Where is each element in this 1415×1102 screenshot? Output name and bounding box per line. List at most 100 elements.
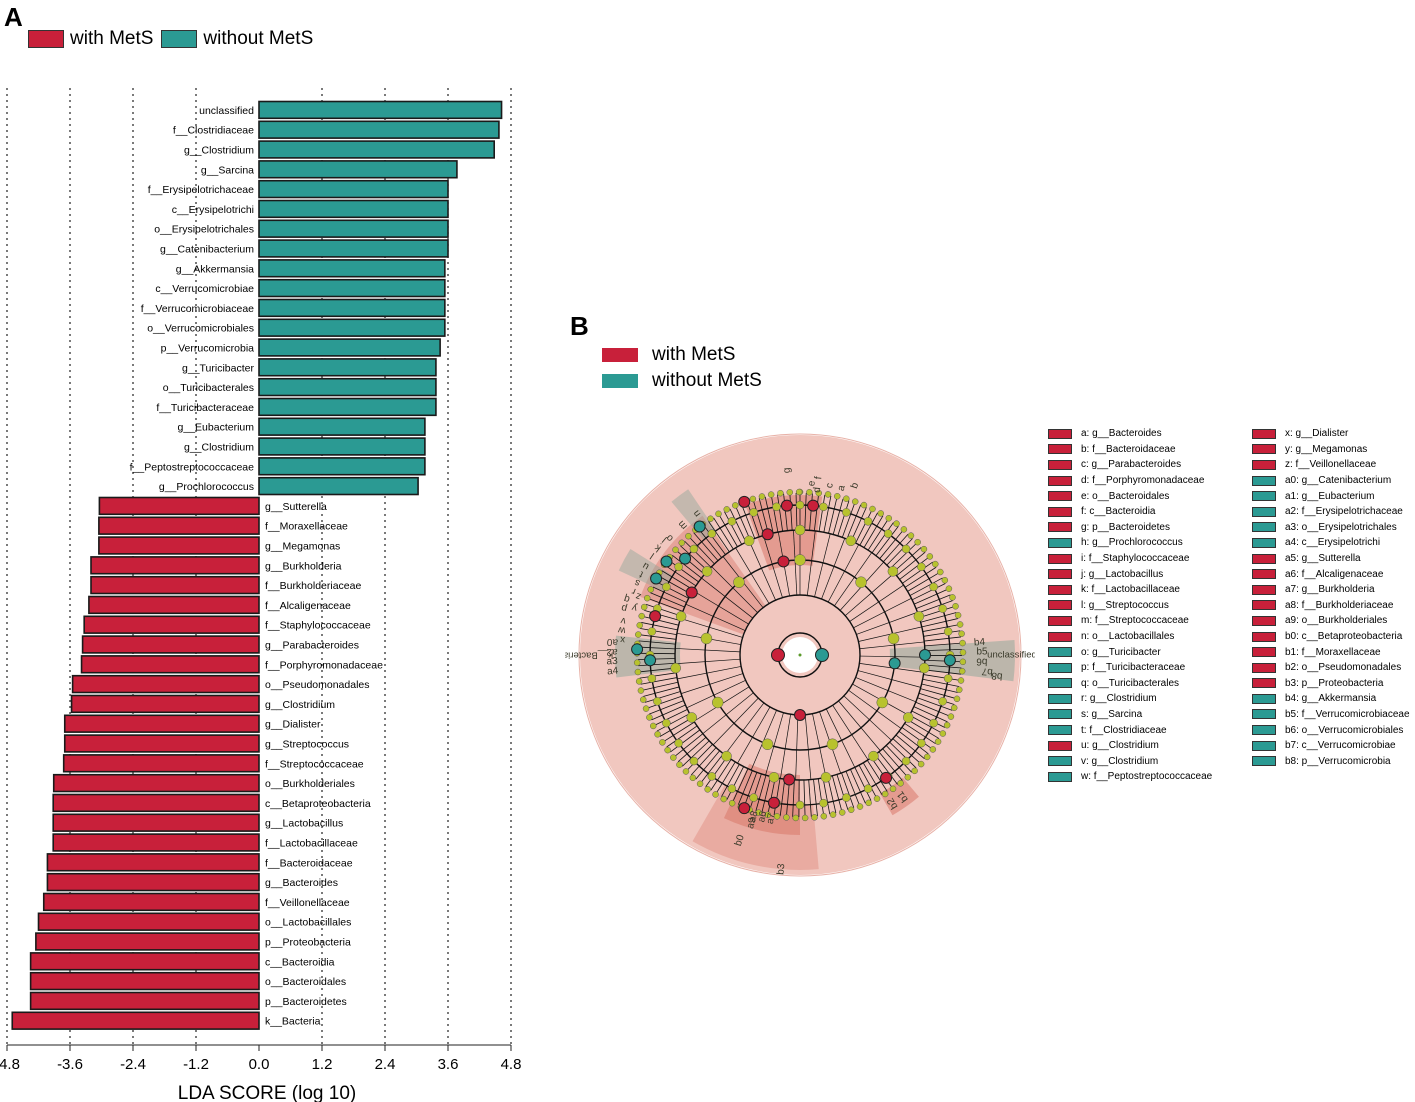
cladogram-highlight-node [943, 654, 956, 667]
cladogram-ring-label: b3 [775, 863, 787, 875]
cladogram-node [863, 517, 873, 526]
cladogram-branch [915, 594, 951, 609]
cladogram-branch [922, 624, 960, 632]
cladogram-branch [715, 761, 736, 794]
lda-bar [258, 120, 500, 139]
key-swatch [1048, 662, 1072, 673]
cladogram-node [637, 687, 645, 694]
cladogram-branch [913, 706, 948, 723]
cladogram-node [795, 500, 805, 510]
key-label: a2: f__Erysipelotrichaceae [1285, 506, 1403, 518]
lda-bar [258, 377, 437, 397]
cladogram-branch [924, 669, 961, 675]
cladogram-branch [911, 583, 946, 601]
cladogram-node [721, 750, 732, 762]
bar-label: unclassified [199, 105, 254, 117]
cladogram-node [901, 544, 911, 554]
cladogram-node [926, 553, 934, 560]
key-swatch [1252, 428, 1276, 439]
cladogram-branch [639, 634, 677, 640]
cladogram-branch [726, 766, 744, 800]
key-swatch [1252, 475, 1276, 486]
key-label: h: g__Prochlorococcus [1081, 537, 1183, 549]
lda-bar [258, 179, 449, 199]
x-axis-title: LDA SCORE (log 10) [178, 1083, 356, 1102]
cladogram-branch [703, 524, 726, 555]
cladogram-node [920, 545, 928, 553]
key-label: q: o__Turicibacterales [1081, 677, 1180, 689]
cladogram-branch [650, 592, 685, 608]
key-label: b6: o__Verrucomicrobiales [1285, 724, 1404, 736]
bar-label: o__Burkholderiales [265, 778, 355, 790]
key-label: s: g__Sarcina [1081, 708, 1143, 720]
cladogram-branch [803, 779, 806, 817]
key-swatch [1252, 631, 1276, 642]
key-label: i: f__Staphylococcaceae [1081, 553, 1190, 565]
x-tick-label: 2.4 [375, 1056, 396, 1073]
cladogram-branch [867, 518, 889, 551]
bar-chart-legend: with MetS without MetS [28, 28, 321, 50]
key-label: n: o__Lactobacillales [1081, 631, 1175, 643]
cladogram-node [707, 529, 717, 538]
cladogram-branch [748, 540, 776, 601]
cladogram-node [904, 774, 912, 781]
cladogram-branch [874, 754, 898, 785]
cladogram-node [728, 799, 736, 807]
cladogram-node [662, 718, 671, 728]
cladogram-branch [682, 740, 710, 767]
key-label: b7: c__Verrucomicrobiae [1285, 740, 1396, 752]
cladogram-node [952, 603, 959, 610]
bar-label: f__Staphylococcaceae [265, 620, 371, 632]
cladogram-ring-label: k__Bacteria [565, 649, 613, 660]
cladogram-node [635, 678, 643, 685]
cladogram-branch [701, 577, 753, 619]
cladogram-node [783, 814, 790, 821]
bar-label: p__Bacteroidetes [265, 996, 347, 1008]
cladogram-branch [804, 493, 807, 531]
cladogram-node [654, 731, 661, 738]
cladogram-branch [675, 658, 741, 665]
cladogram-branch [770, 495, 779, 533]
cladogram-highlight-node [919, 649, 931, 661]
key-swatch [1252, 522, 1276, 533]
cladogram-key-item: r: g__Clostridium [1048, 691, 1212, 707]
bar-label: g__Streptococcus [265, 739, 349, 751]
cladogram-node [929, 718, 938, 728]
cladogram-branch [767, 777, 776, 814]
cladogram-branch [705, 756, 728, 787]
bar-label: c__Bacteroidia [265, 956, 335, 968]
cladogram-branch [651, 704, 686, 721]
key-swatch [1048, 725, 1072, 736]
cladogram-node [820, 813, 828, 820]
cladogram-node [947, 713, 955, 720]
cladogram-key-item: n: o__Lactobacillales [1048, 629, 1212, 645]
cladogram-node [777, 489, 784, 497]
bar-label: g__Turicibacter [182, 362, 254, 374]
cladogram-branch [922, 678, 959, 687]
cladogram-node [672, 546, 679, 554]
cladogram-branch [885, 745, 913, 773]
cladogram-node [727, 784, 737, 793]
key-swatch [1048, 491, 1072, 502]
cladogram-node [956, 621, 964, 628]
lda-bar [29, 991, 260, 1011]
cladogram-node [715, 510, 722, 518]
cladogram-branch [761, 776, 771, 813]
cladogram-node [847, 806, 855, 814]
bar-label: o__Turicibacterales [163, 382, 254, 394]
cladogram-node [889, 785, 897, 793]
bar-label: g__Bacteroides [265, 877, 338, 889]
cladogram-branch [698, 528, 722, 558]
cladogram-branch [862, 762, 883, 795]
lda-bar [258, 476, 419, 496]
bar-label: p__Verrucomicrobia [161, 343, 255, 355]
cladogram-key-item: a: g__Bacteroides [1048, 426, 1212, 442]
cladogram-branch [924, 664, 962, 669]
cladogram-node [917, 760, 925, 768]
cladogram-ring-label: x [620, 634, 626, 645]
cladogram-node [811, 814, 818, 821]
key-swatch [1048, 740, 1072, 751]
cladogram-legend: with MetS without MetS [602, 342, 762, 394]
key-label: v: g__Clostridium [1081, 755, 1159, 767]
cladogram-branch [889, 542, 918, 569]
